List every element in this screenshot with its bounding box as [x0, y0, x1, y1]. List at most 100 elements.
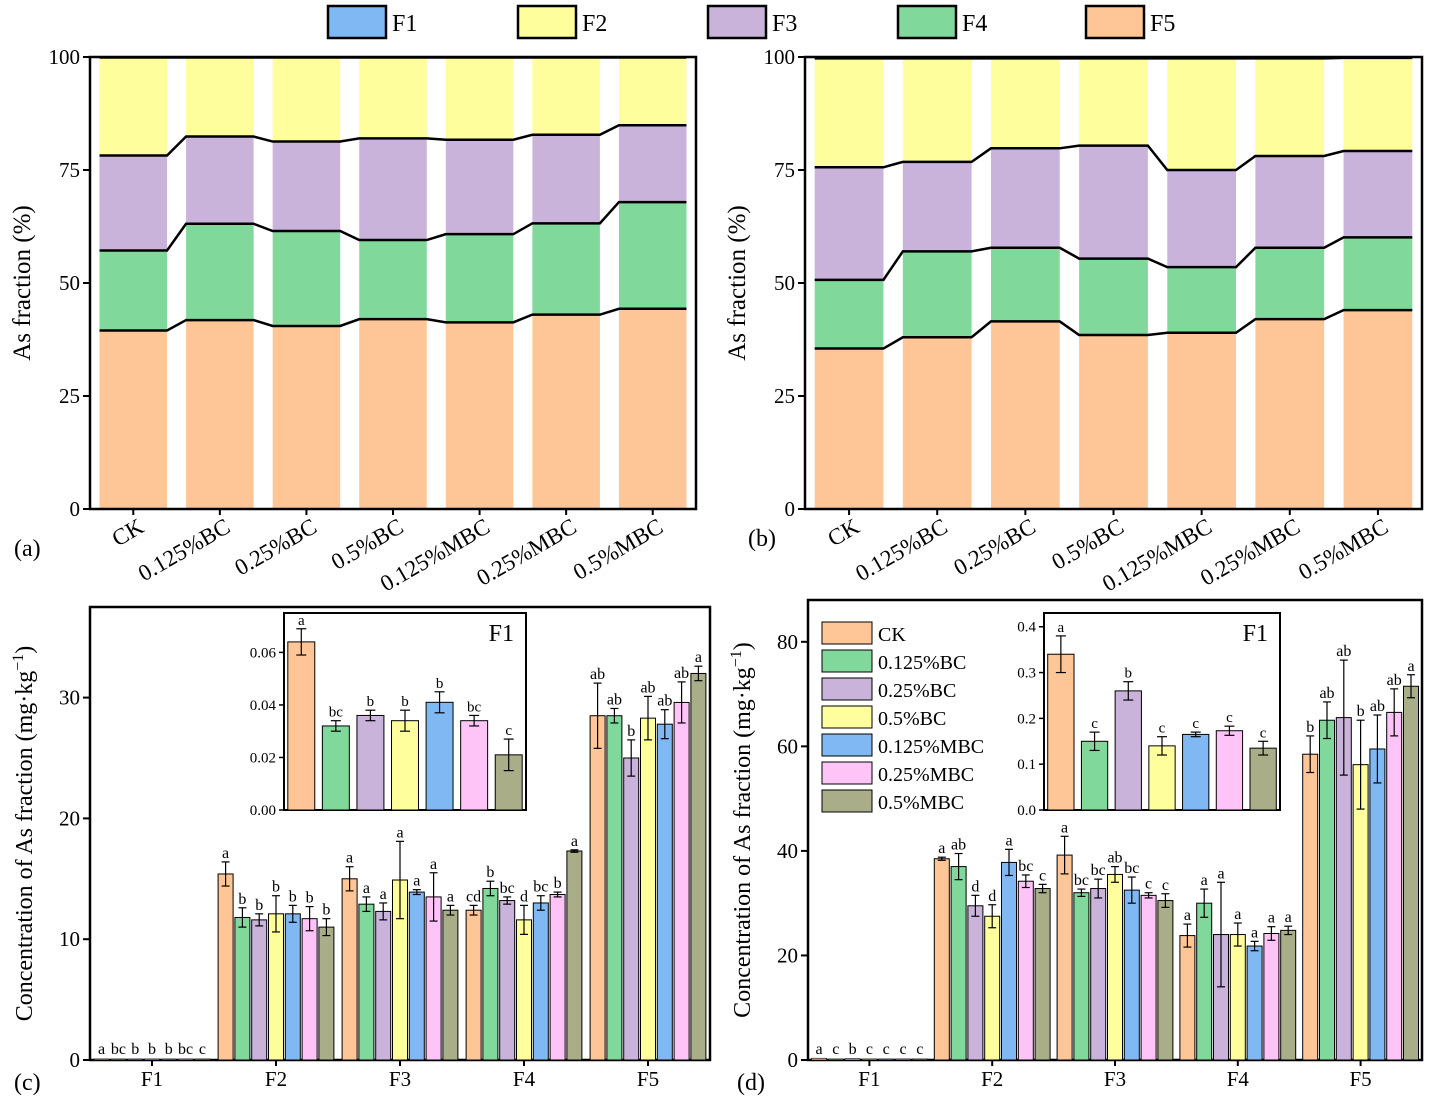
bar-0-5-mbc-f2	[318, 926, 335, 1061]
inset-y-tick-label: 0.3	[1017, 666, 1036, 682]
inset-bar-ck	[287, 641, 316, 811]
bar-0-5-mbc-f1	[911, 1058, 928, 1061]
bar-ck-f1	[811, 1057, 827, 1061]
bar-ck-f2	[933, 858, 950, 1061]
bar-0-125-mbc-f2	[284, 913, 301, 1061]
bar-ck-f3	[341, 878, 358, 1061]
inset-title: F1	[489, 621, 514, 647]
significance-letter: c	[899, 1041, 906, 1058]
significance-letter: a	[1005, 832, 1012, 849]
y-axis-label: As fraction (%)	[9, 205, 36, 361]
bar-f5-0-25-mbc	[1255, 319, 1325, 509]
significance-letter: a	[1201, 872, 1208, 889]
y-axis-label-main: Concentration of As fraction (mg·kg	[730, 667, 756, 1018]
y-axis-label: Concentration of As fraction (mg·kg−1)	[728, 642, 756, 1018]
legend-swatch-0-25-bc	[821, 677, 873, 701]
boundary-line-f4	[99, 200, 687, 252]
y-tick-label: 75	[774, 158, 795, 182]
inset-significance-letter: b	[436, 676, 444, 692]
x-tick-label: F3	[389, 1067, 411, 1091]
bar-ck-f4	[1179, 935, 1196, 1061]
x-tick-label: F5	[1350, 1067, 1372, 1091]
significance-letter: ab	[657, 693, 672, 710]
significance-letter: cd	[466, 888, 481, 905]
significance-letter: bc	[111, 1041, 126, 1058]
bar-0-125-mbc-f4	[532, 902, 549, 1061]
significance-letter: c	[832, 1041, 839, 1058]
bar-f4-ck	[99, 250, 168, 331]
y-tick-label: 60	[777, 734, 798, 758]
inset-y-tick-label: 0.0	[1017, 803, 1036, 819]
bar-0-125-mbc-f5	[656, 723, 673, 1061]
x-tick-label: 0.125%BC	[134, 514, 234, 586]
bar-f4-0-25-bc	[990, 247, 1060, 322]
bar-0-125-mbc-f1	[161, 1058, 177, 1061]
significance-letter: b	[289, 888, 297, 905]
bar-0-125-bc-f2	[950, 866, 967, 1061]
bar-0-125-bc-f4	[482, 887, 499, 1061]
bar-0-125-mbc-f3	[408, 891, 425, 1061]
bar-0-125-bc-f5	[606, 715, 623, 1061]
legend-label-0-25-bc: 0.25%BC	[878, 680, 956, 702]
significance-letter: bc	[1018, 858, 1033, 875]
x-tick-label: 0.5%MBC	[569, 514, 667, 585]
bar-0-125-mbc-f4	[1246, 945, 1263, 1061]
significance-letter: b	[1306, 719, 1314, 736]
bar-0-25-mbc-f1	[177, 1058, 194, 1061]
significance-letter: b	[486, 864, 494, 881]
y-tick-label: 20	[59, 806, 80, 830]
bar-0-5-mbc-f5	[690, 672, 707, 1061]
boundary-line-f3	[99, 124, 687, 157]
bar-0-125-bc-f1	[827, 1058, 844, 1061]
legend-label-f1: F1	[392, 11, 417, 37]
significance-letter: c	[1039, 867, 1046, 884]
y-tick-label: 0	[70, 1048, 81, 1072]
inset-significance-letter: c	[1260, 725, 1267, 741]
bar-f5-0-25-mbc	[532, 314, 600, 509]
significance-letter: d	[971, 878, 979, 895]
bar-0-5-mbc-f3	[442, 909, 459, 1061]
bar-f4-0-125-mbc	[445, 234, 514, 323]
inset-y-tick-label: 0.2	[1017, 711, 1036, 727]
bar-ck-f5	[589, 715, 606, 1061]
bar-f4-0-125-mbc	[1167, 267, 1237, 333]
bar-0-5-mbc-f1	[194, 1058, 211, 1061]
bar-0-125-bc-f3	[358, 903, 375, 1061]
inset-significance-letter: c	[1159, 721, 1166, 737]
inset-bar-0-25-mbc	[1215, 730, 1244, 811]
significance-letter: a	[363, 880, 370, 897]
y-tick-label: 80	[777, 630, 798, 654]
bar-0-125-bc-f3	[1073, 892, 1090, 1061]
inset-bar-0-125-mbc	[425, 701, 454, 811]
significance-letter: b	[255, 897, 263, 914]
y-tick-label: 0	[70, 497, 81, 521]
legend-swatch-ck	[821, 621, 873, 645]
x-tick-label: 0.5%MBC	[1294, 514, 1392, 585]
inset-bar-ck	[1047, 653, 1075, 811]
significance-letter: bc	[178, 1041, 193, 1058]
bar-f3-0-5-mbc	[618, 125, 687, 203]
legend-swatch-0-125-bc	[821, 649, 873, 673]
bar-f5-0-125-bc	[902, 337, 972, 509]
fraction-legend: F1 F2 F3 F4 F5	[326, 4, 1175, 40]
inset-significance-letter: bc	[467, 699, 482, 715]
y-axis-label-end: )	[730, 642, 756, 650]
bar-f2-0-5-bc	[359, 57, 427, 139]
y-tick-label: 50	[774, 271, 795, 295]
y-axis-label: As fraction (%)	[724, 205, 751, 361]
significance-letter: b	[165, 1041, 173, 1058]
inset-significance-letter: a	[1058, 620, 1065, 636]
legend-label-f5: F5	[1150, 11, 1175, 37]
bar-0-125-mbc-f5	[1369, 748, 1386, 1061]
panel-label: (a)	[14, 536, 41, 562]
x-tick-label: F4	[513, 1067, 536, 1091]
panel-label: (c)	[14, 1070, 41, 1096]
bar-f2-ck	[814, 58, 884, 168]
legend-label-0-25-mbc: 0.25%MBC	[878, 764, 974, 786]
bar-f5-0-125-bc	[186, 320, 254, 509]
y-axis-label-sup: −1	[728, 650, 745, 667]
significance-letter: a	[430, 856, 437, 873]
inset-bar-0-125-bc	[321, 725, 350, 811]
bar-f5-0-125-mbc	[445, 322, 514, 509]
